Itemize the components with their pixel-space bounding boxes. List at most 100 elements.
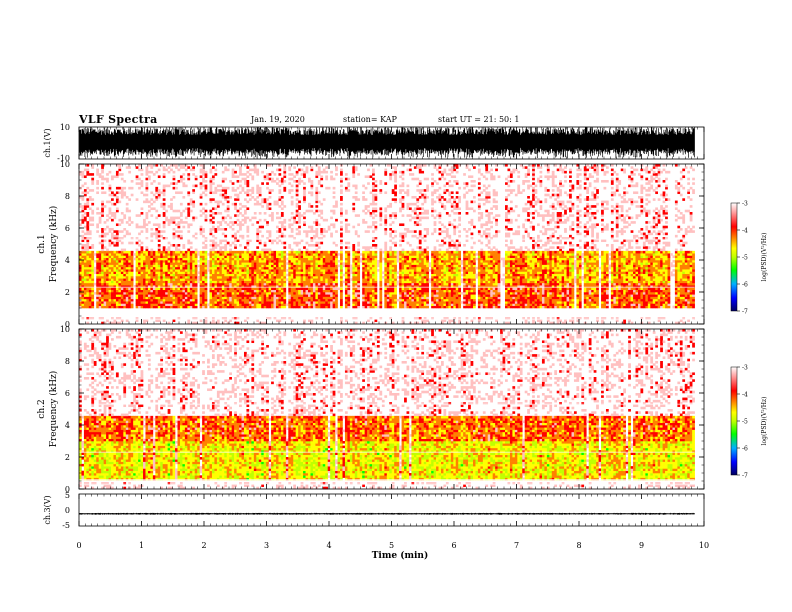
ch1-spectrogram-cell: [330, 255, 333, 259]
ch1-spectrogram-cell: [290, 202, 294, 206]
ch1-spectrogram-cell: [369, 250, 373, 254]
ch1-spectrogram-cell: [179, 296, 183, 300]
ch1-spectrogram-cell: [421, 255, 425, 259]
ch1-spectrogram-cell: [394, 193, 397, 197]
ch1-spectrogram-cell: [266, 175, 269, 179]
ch1-spectrogram-cell: [211, 303, 215, 307]
ch1-spectrogram-cell: [170, 273, 173, 277]
ch1-spectrogram-cell: [179, 287, 183, 291]
ch1-spectrogram-cell: [364, 280, 368, 284]
ch1-spectrogram-cell: [256, 230, 260, 233]
ch1-spectrogram-cell: [211, 269, 215, 272]
ch1-spectrogram-cell: [421, 276, 425, 279]
ch1-spectrogram-cell: [184, 221, 188, 224]
ch1-spectrogram-cell: [81, 262, 85, 265]
ch1-spectrogram-cell: [189, 292, 193, 295]
ch1-spectrogram-cell: [340, 246, 343, 249]
ch1-spectrogram-cell: [293, 278, 296, 281]
ch1-spectrogram-cell: [194, 237, 198, 240]
ch1-spectrogram-cell: [123, 216, 127, 220]
ch1-spectrogram-cell: [115, 250, 119, 254]
ch1-spectrogram-cell: [322, 292, 326, 295]
ch1-spectrogram-cell: [280, 225, 284, 229]
ch1-spectrogram-cell: [241, 294, 245, 297]
ch1-spectrogram-cell: [140, 253, 144, 256]
ch1-spectrogram-cell: [145, 282, 149, 286]
ch1-spectrogram-cell: [147, 292, 151, 295]
ch1-spectrogram-cell: [226, 278, 230, 281]
ch1-spectrogram-cell: [320, 280, 324, 284]
ch1-spectrogram-cell: [175, 255, 178, 259]
ch1-spectrogram-cell: [96, 271, 99, 275]
ch1-spectrogram-cell: [128, 292, 132, 295]
ch1-spectrogram-cell: [258, 239, 262, 243]
ch1-spectrogram-cell: [170, 280, 173, 284]
ch1-spectrogram-cell: [152, 271, 156, 275]
ch1-spectrogram-cell: [96, 173, 99, 176]
ch1-spectrogram-cell: [335, 287, 338, 291]
ch1-spectrogram-cell: [298, 282, 301, 286]
ch1-spectrogram-cell: [138, 182, 141, 185]
ch1-spectrogram-cell: [224, 177, 228, 181]
ch1-spectrogram-cell: [147, 287, 151, 291]
ch1-spectrogram-cell: [413, 166, 417, 169]
ch1-spectrogram-cell: [184, 207, 188, 211]
ch1-spectrogram-cell: [418, 301, 422, 304]
ch1-spectrogram-cell: [128, 280, 132, 284]
ch1-spectrogram-cell: [236, 305, 240, 309]
ch1-spectrogram-cell: [152, 269, 156, 272]
ch1-spectrogram-cell: [310, 303, 314, 307]
ch1-spectrogram-cell: [408, 262, 412, 265]
ch1-spectrogram-cell: [381, 276, 385, 279]
ch1-spectrogram-cell: [192, 205, 196, 208]
ch1-spectrogram-cell: [160, 164, 164, 167]
ch1-spectrogram-cell: [224, 292, 228, 295]
ch1-spectrogram-cell: [298, 285, 301, 288]
ch1-spectrogram-cell: [246, 255, 250, 259]
ch1-spectrogram-cell: [138, 244, 141, 247]
ch1-spectrogram-cell: [108, 273, 112, 277]
ch1-spectrogram-cell: [101, 182, 104, 185]
ch1-spectrogram-cell: [189, 285, 193, 288]
ch1-spectrogram-cell: [204, 246, 208, 249]
ch1-spectrogram-cell: [293, 266, 296, 270]
ch1-spectrogram-cell: [197, 276, 200, 279]
ch1-spectrogram-cell: [416, 205, 420, 208]
ch1-spectrogram-cell: [241, 301, 245, 304]
ch1-spectrogram-cell: [278, 271, 282, 275]
ch1-spectrogram-cell: [310, 266, 314, 270]
ch1-spectrogram-cell: [384, 303, 388, 307]
ch1-spectrogram-cell: [288, 246, 292, 249]
ch1-spectrogram-cell: [399, 253, 402, 256]
ch1-spectrogram-cell: [369, 303, 373, 307]
ch1-spectrogram-cell: [167, 298, 171, 302]
ch1-spectrogram-cell: [322, 305, 326, 309]
ch1-spectrogram-cell: [106, 280, 109, 284]
ch1-spectrogram-cell: [391, 241, 395, 245]
ch1-spectrogram-cell: [379, 212, 383, 215]
ch1-spectrogram-cell: [416, 264, 420, 268]
ch1-spectrogram-cell: [234, 278, 237, 281]
ch1-spectrogram-cell: [310, 180, 314, 183]
ch1-spectrogram-cell: [308, 289, 311, 293]
ch1-spectrogram-cell: [369, 282, 373, 286]
ch1-spectrogram-cell: [231, 266, 235, 270]
ch1-spectrogram-cell: [167, 241, 171, 245]
ch1-spectrogram-cell: [204, 321, 208, 325]
ch1-spectrogram-cell: [298, 296, 301, 300]
ch1-spectrogram-cell: [300, 262, 304, 265]
ch1-spectrogram-cell: [283, 292, 287, 295]
ch1-spectrogram-cell: [367, 246, 370, 249]
ch1-spectrogram-cell: [344, 278, 348, 281]
ch1-spectrogram-cell: [243, 216, 247, 220]
ch1-spectrogram-cell: [347, 298, 351, 302]
ch1-spectrogram-cell: [229, 301, 232, 304]
ch1-spectrogram-cell: [209, 209, 213, 213]
ch1-spectrogram-cell: [315, 262, 319, 265]
ch1-spectrogram-cell: [347, 280, 351, 284]
ch1-spectrogram-cell: [322, 257, 326, 261]
ch1-spectrogram-cell: [157, 248, 161, 252]
ch1-spectrogram-cell: [79, 273, 82, 277]
ch1-spectrogram-cell: [332, 301, 336, 304]
ch1-spectrogram-cell: [172, 228, 176, 231]
